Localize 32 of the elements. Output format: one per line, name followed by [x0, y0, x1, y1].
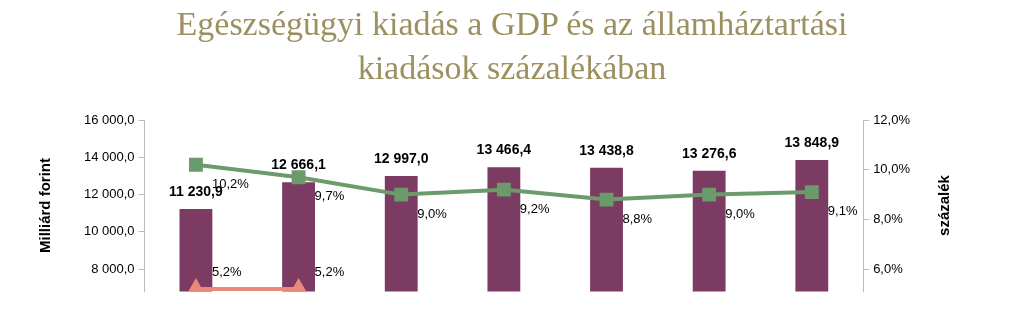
data-label: 9,2% — [519, 200, 550, 216]
y2-axis-title: százalék — [934, 175, 952, 237]
data-label: 8,8% — [622, 210, 653, 226]
point — [702, 187, 717, 202]
y2-tick-label: 12,0% — [873, 111, 911, 127]
y2-tick-label: 10,0% — [873, 161, 911, 177]
data-label: 5,2% — [314, 264, 345, 280]
data-label: 9,7% — [314, 188, 345, 204]
y-tick-label: 8 000,0 — [91, 260, 135, 276]
y-tick-label: 14 000,0 — [83, 148, 135, 164]
y-tick-label: 16 000,0 — [83, 111, 135, 127]
point — [394, 187, 409, 202]
data-label: 12 666,1 — [271, 156, 327, 173]
y-tick-label: 10 000,0 — [83, 223, 135, 239]
data-label: 13 276,6 — [681, 144, 737, 161]
data-label: 9,0% — [417, 205, 448, 221]
data-label: 13 466,4 — [476, 141, 532, 158]
point — [599, 192, 614, 207]
point — [804, 185, 819, 200]
chart-title: Egészségügyi kiadás a GDP és az államháztartási kiadások százalékában — [175, 4, 849, 88]
data-label: 5,2% — [211, 264, 242, 280]
point — [496, 182, 511, 197]
data-label: 9,0% — [725, 205, 756, 221]
y-tick-label: 12 000,0 — [83, 186, 135, 202]
y2-tick-label: 8,0% — [873, 211, 904, 227]
data-label: 12 997,0 — [373, 149, 429, 166]
y2-tick-label: 6,0% — [873, 260, 904, 276]
data-label: 13 438,8 — [579, 141, 634, 158]
point — [188, 157, 203, 172]
y-axis-title: Milliárd forint — [36, 158, 54, 254]
data-label: 13 848,9 — [784, 133, 840, 150]
data-label: 9,1% — [827, 203, 858, 219]
